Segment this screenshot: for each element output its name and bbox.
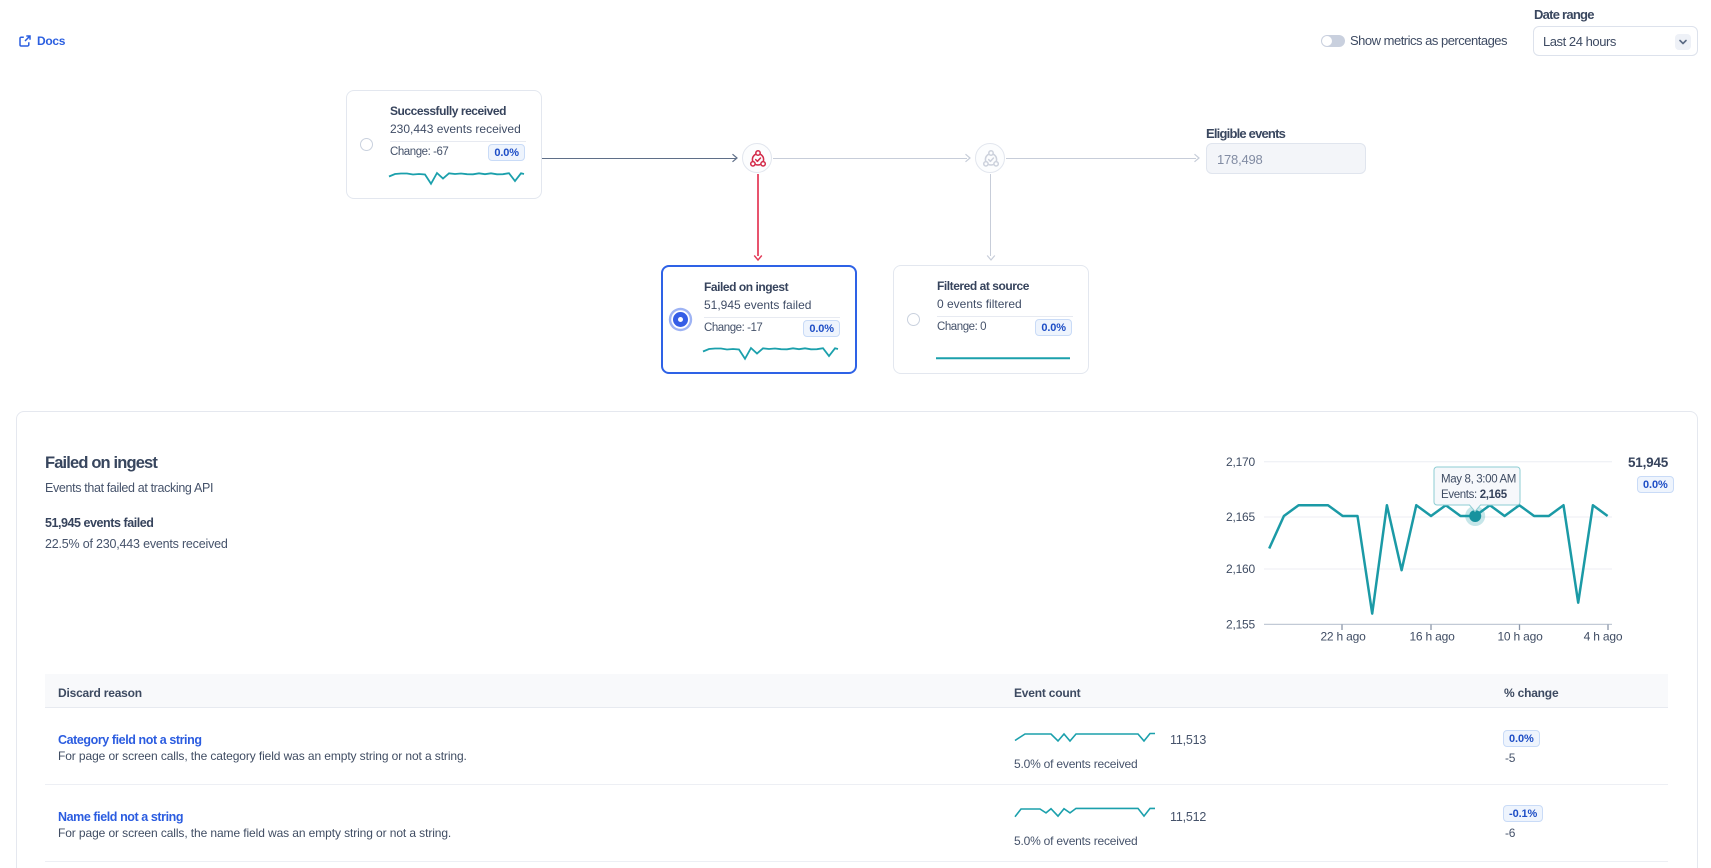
svg-text:2,155: 2,155 <box>1226 617 1256 631</box>
svg-text:10 h ago: 10 h ago <box>1497 630 1543 644</box>
svg-text:4 h ago: 4 h ago <box>1584 630 1623 644</box>
svg-text:2,160: 2,160 <box>1226 562 1256 576</box>
svg-text:2,165: 2,165 <box>1226 510 1256 524</box>
svg-text:May 8, 3:00 AM: May 8, 3:00 AM <box>1441 474 1516 486</box>
svg-text:22 h ago: 22 h ago <box>1320 630 1366 644</box>
svg-text:16 h ago: 16 h ago <box>1409 630 1455 644</box>
svg-text:2,170: 2,170 <box>1226 455 1256 469</box>
svg-text:Events: 2,165: Events: 2,165 <box>1441 489 1508 501</box>
